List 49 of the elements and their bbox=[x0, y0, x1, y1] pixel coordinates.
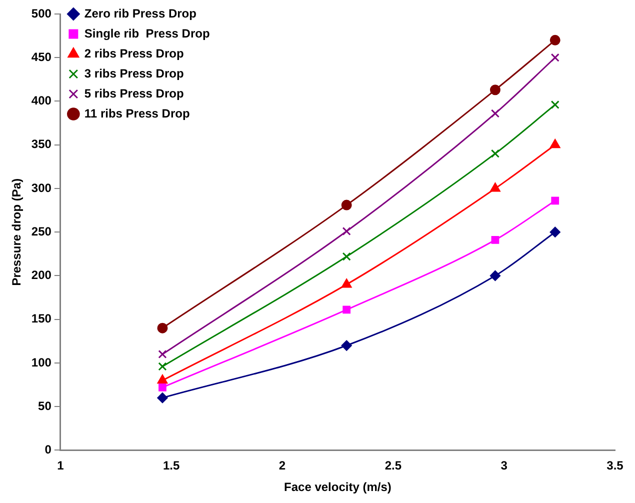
legend-label: Single rib Press Drop bbox=[84, 26, 210, 40]
y-tick-label: 150 bbox=[31, 312, 52, 326]
point bbox=[490, 182, 500, 192]
point bbox=[550, 226, 560, 238]
point bbox=[342, 306, 351, 314]
point bbox=[550, 53, 560, 62]
point bbox=[341, 340, 352, 351]
point bbox=[550, 100, 560, 110]
x-axis-title: Face velocity (m/s) bbox=[284, 480, 392, 494]
legend-label: 2 ribs Press Drop bbox=[84, 46, 184, 60]
point bbox=[490, 109, 500, 118]
y-tick-label: 350 bbox=[31, 137, 52, 152]
y-tick-label: 100 bbox=[31, 355, 52, 370]
legend-label: 3 ribs Press Drop bbox=[84, 66, 184, 80]
point bbox=[341, 200, 352, 210]
y-tick-label: 0 bbox=[44, 442, 52, 457]
x-tick-label: 1.5 bbox=[162, 458, 180, 473]
x-tick-label: 3.5 bbox=[606, 458, 624, 473]
legend-label: 11 ribs Press Drop bbox=[84, 106, 190, 120]
y-tick-label: 250 bbox=[31, 224, 52, 238]
point bbox=[550, 139, 560, 148]
x-tick-label: 2.5 bbox=[384, 458, 402, 473]
point bbox=[342, 278, 352, 288]
point bbox=[342, 252, 351, 261]
point bbox=[158, 350, 167, 359]
point bbox=[158, 383, 166, 392]
y-axis-title: Pressure drop (Pa) bbox=[10, 178, 24, 286]
x-tick-label: 1 bbox=[57, 458, 64, 473]
y-tick-label: 450 bbox=[31, 50, 52, 64]
point bbox=[490, 149, 500, 158]
point bbox=[158, 362, 167, 371]
x-tick-label: 3 bbox=[500, 458, 508, 473]
point bbox=[491, 236, 500, 244]
legend-label: 5 ribs Press Drop bbox=[84, 86, 184, 100]
y-tick-label: 200 bbox=[31, 268, 52, 282]
point bbox=[157, 374, 168, 384]
point bbox=[490, 84, 500, 96]
point bbox=[551, 196, 560, 205]
y-tick-label: 50 bbox=[38, 398, 52, 413]
legend-label: Zero rib Press Drop bbox=[84, 6, 196, 20]
y-tick-label: 300 bbox=[31, 180, 52, 195]
point bbox=[157, 322, 168, 334]
point bbox=[550, 34, 560, 46]
point bbox=[157, 392, 168, 404]
point bbox=[342, 226, 351, 236]
y-tick-label: 400 bbox=[31, 94, 52, 108]
point bbox=[490, 270, 500, 281]
y-tick-label: 500 bbox=[31, 6, 52, 20]
x-tick-label: 2 bbox=[278, 458, 286, 473]
